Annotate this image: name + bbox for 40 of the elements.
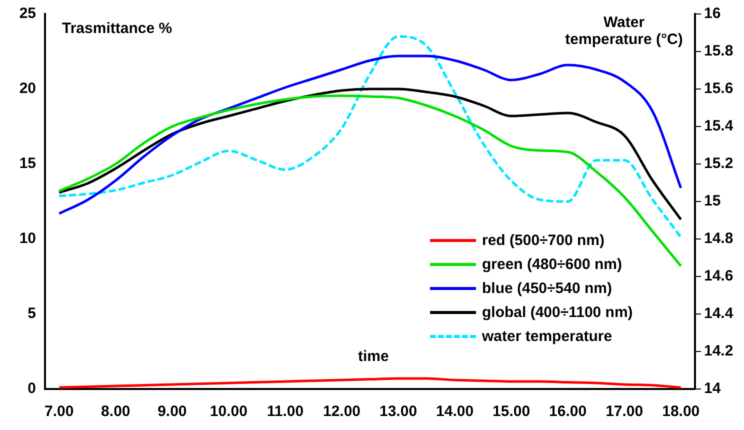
y-tick-label: 20 (19, 80, 36, 98)
x-tick-label: 11.00 (266, 403, 304, 420)
legend-label: red (500÷700 nm) (482, 232, 604, 248)
line-series (58, 377, 682, 389)
y2-tick-label: 15.8 (704, 42, 734, 60)
y2-tick-label: 14.4 (704, 305, 734, 322)
x-tick-label: 18.00 (662, 403, 700, 420)
y2-tick-label: 15.2 (704, 155, 734, 172)
y2-tick-label: 14.6 (704, 268, 734, 285)
y-tick-label: 5 (28, 305, 36, 322)
legend-label: global (400÷1100 nm) (482, 304, 633, 320)
x-tick-label: 10.00 (210, 403, 248, 420)
y2-tick-label: 14.2 (704, 342, 734, 360)
x-tick-label: 14.00 (436, 403, 474, 420)
y2-tick-label: 15.4 (704, 118, 734, 135)
legend-label: water temperature (482, 328, 612, 344)
y-axis-title: Trasmittance % (62, 20, 172, 37)
x-tick-label: 17.00 (606, 403, 644, 420)
x-tick-label: 15.00 (492, 403, 530, 420)
x-tick-label: 8.00 (101, 403, 130, 420)
x-tick-label: 13.00 (379, 403, 418, 420)
x-tick-label: 12.00 (322, 403, 361, 420)
y-tick-label: 0 (28, 380, 36, 398)
x-tick-label: 9.00 (158, 403, 187, 420)
line-series (58, 88, 682, 221)
y-tick-label: 25 (19, 5, 36, 22)
line-series (58, 54, 682, 215)
legend-label: green (480÷600 nm) (482, 256, 622, 272)
legend-label: blue (450÷540 nm) (482, 280, 612, 296)
y2-tick-label: 15.6 (704, 80, 734, 98)
y-tick-label: 15 (19, 155, 36, 172)
y2-axis-title: Water temperature (°C) (564, 14, 684, 48)
y2-tick-label: 15 (704, 192, 721, 210)
y-tick-label: 10 (19, 230, 36, 248)
x-axis-title: time (358, 348, 389, 365)
y2-tick-label: 16 (704, 5, 721, 22)
y2-tick-label: 14.8 (704, 230, 734, 248)
x-tick-label: 7.00 (44, 403, 74, 420)
y2-tick-label: 14 (704, 380, 722, 398)
x-tick-label: 16.00 (549, 403, 587, 420)
